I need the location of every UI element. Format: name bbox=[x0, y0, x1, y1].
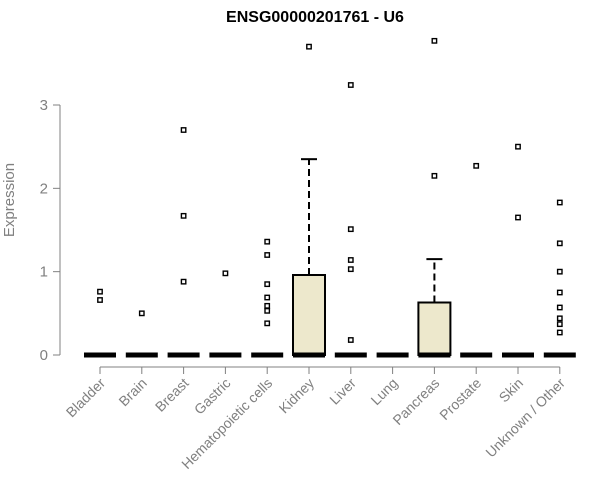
x-tick-label: Brain bbox=[115, 375, 149, 409]
outlier-point bbox=[180, 127, 187, 133]
box-body bbox=[292, 274, 326, 356]
x-tick-label: Skin bbox=[496, 375, 527, 406]
box-brain bbox=[125, 310, 158, 358]
box-skin bbox=[502, 143, 534, 358]
outlier-point bbox=[306, 43, 312, 50]
x-tick-label: Lung bbox=[367, 375, 400, 408]
outlier-point bbox=[556, 321, 563, 328]
box-prostate bbox=[460, 162, 493, 358]
box-gastric bbox=[209, 270, 242, 358]
outlier-point bbox=[264, 252, 271, 258]
outlier-point bbox=[264, 294, 271, 301]
outlier-point bbox=[264, 307, 271, 314]
outlier-point bbox=[138, 310, 145, 317]
x-tick-label: Liver bbox=[326, 375, 359, 408]
outlier-point bbox=[347, 266, 354, 273]
y-tick-label: 2 bbox=[40, 180, 48, 197]
outlier-point bbox=[347, 226, 354, 233]
outlier-point bbox=[556, 329, 563, 336]
outlier-point bbox=[473, 162, 480, 169]
outlier-point bbox=[515, 143, 521, 150]
y-tick-label: 0 bbox=[40, 347, 48, 364]
outlier-point bbox=[556, 289, 563, 296]
outlier-point bbox=[264, 320, 271, 327]
outlier-point bbox=[556, 268, 563, 275]
box-liver bbox=[334, 82, 367, 358]
outlier-point bbox=[222, 270, 229, 277]
box-bladder bbox=[84, 288, 116, 358]
outlier-point bbox=[264, 302, 271, 309]
outlier-point bbox=[264, 238, 271, 245]
x-tick-label: Prostate bbox=[436, 375, 484, 423]
outlier-point bbox=[347, 82, 354, 88]
outlier-point bbox=[180, 212, 187, 219]
outlier-point bbox=[264, 281, 271, 288]
y-tick-label: 1 bbox=[40, 264, 48, 281]
outlier-point bbox=[97, 288, 103, 295]
outlier-point bbox=[431, 172, 438, 179]
outlier-point bbox=[515, 214, 521, 221]
box-kidney bbox=[292, 43, 326, 358]
x-tick-label: Unknown / Other bbox=[482, 375, 568, 461]
y-tick-label: 3 bbox=[40, 97, 48, 114]
outlier-point bbox=[431, 37, 438, 44]
x-tick-label: Breast bbox=[152, 375, 192, 415]
outlier-point bbox=[347, 257, 354, 263]
outlier-point bbox=[556, 304, 563, 311]
x-tick-label: Bladder bbox=[63, 375, 109, 421]
y-axis-label: Expression bbox=[1, 163, 18, 237]
x-tick-label: Kidney bbox=[276, 375, 318, 417]
box-hematopoietic-cells bbox=[251, 238, 284, 358]
chart-title: ENSG00000201761 - U6 bbox=[226, 9, 404, 26]
outlier-point bbox=[97, 297, 103, 303]
outlier-point bbox=[556, 199, 563, 206]
outlier-point bbox=[180, 278, 187, 285]
box-breast bbox=[167, 127, 200, 358]
box-body bbox=[417, 301, 452, 356]
outlier-point bbox=[556, 315, 563, 322]
box-pancreas bbox=[417, 37, 452, 358]
outlier-point bbox=[556, 240, 563, 247]
outlier-point bbox=[347, 337, 354, 343]
box-unknown-other bbox=[543, 199, 576, 358]
